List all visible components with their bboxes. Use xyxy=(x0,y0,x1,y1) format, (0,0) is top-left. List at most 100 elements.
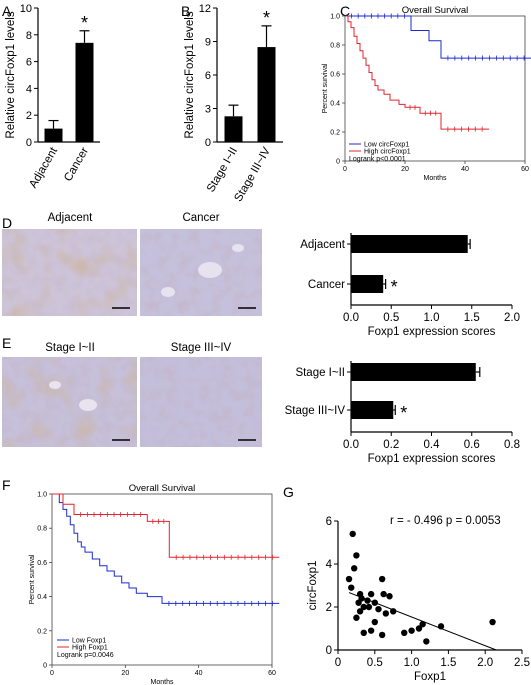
x-tick-label: 0.6 xyxy=(464,439,480,451)
chart-e-hbar: 0.0 0.2 0.4 0.6 0.8 Foxp1 expression scores St… xyxy=(285,361,520,465)
y-tick-label: 0 xyxy=(326,645,332,657)
logrank-annotation: Logrank p<0.0001 xyxy=(349,156,406,163)
y-tick-label: 0.2 xyxy=(330,130,340,137)
y-tick-label: 8 xyxy=(26,30,32,42)
bar-adjacent xyxy=(351,235,468,253)
scatter-point xyxy=(360,629,367,636)
scatter-point xyxy=(355,599,362,606)
scatter-point xyxy=(419,621,426,628)
bar-adjacent xyxy=(44,128,63,142)
scatter-point xyxy=(408,627,415,634)
scatter-point xyxy=(356,608,364,615)
y-tick-label: 1.0 xyxy=(330,14,340,21)
x-axis-label: Foxp1 expression scores xyxy=(368,453,496,465)
bar-stage-iii-iv xyxy=(351,401,394,419)
scatter-point xyxy=(345,575,353,583)
y-axis-label: Percent survival xyxy=(322,63,329,113)
x-tick-label: 1.5 xyxy=(440,657,456,669)
panel-label-f: F xyxy=(2,477,11,493)
y-tick-label: 0 xyxy=(336,159,340,166)
chart-g-scatter: 0 2 4 6 0 0.5 1.0 1.5 2.0 2.5 Foxp1 circFoxp1 r = - … xyxy=(307,515,530,683)
bar-cancer xyxy=(351,275,384,293)
panel-label-a: A xyxy=(2,3,12,19)
y-tick-label: 6 xyxy=(326,516,332,528)
y-axis-label: Relative circFoxp1 levels xyxy=(184,11,196,138)
scatter-point xyxy=(380,590,387,598)
gland-lumen xyxy=(49,381,61,389)
scatter-point xyxy=(365,603,373,611)
scatter-point xyxy=(349,530,356,538)
chart-title: Overall Survival xyxy=(129,483,196,494)
x-tick-label: Cancer xyxy=(62,145,91,183)
y-tick-label: 0.8 xyxy=(330,43,340,50)
y-tick-label: Adjacent xyxy=(300,239,346,251)
x-tick-label: 20 xyxy=(121,670,129,677)
x-axis-label: Foxp1 expression scores xyxy=(368,326,496,338)
y-axis-label: Relative circFoxp1 levels xyxy=(5,11,17,138)
x-tick-label: 20 xyxy=(401,166,409,173)
bar-stage-i-ii xyxy=(351,363,476,381)
panel-label-b: B xyxy=(181,3,190,19)
gland-lumen xyxy=(79,399,97,411)
y-tick-label: 0 xyxy=(43,663,47,670)
y-tick-label: 0.6 xyxy=(37,560,47,567)
histology-stage-iii-iv-image xyxy=(140,357,262,447)
x-tick-label: 2.0 xyxy=(504,312,520,324)
legend-label: High Foxp1 xyxy=(72,645,108,652)
legend-label: Low circFoxp1 xyxy=(364,142,409,149)
survival-curve-low xyxy=(52,493,280,604)
scatter-point xyxy=(489,618,496,626)
y-tick-label: 4 xyxy=(326,559,333,571)
x-tick-label: 0 xyxy=(343,166,347,173)
y-tick-label: 3 xyxy=(205,104,211,116)
x-tick-label: 2.5 xyxy=(514,657,530,669)
scatter-point xyxy=(367,627,375,634)
scatter-point xyxy=(375,605,382,613)
y-tick-label: 10 xyxy=(20,3,32,15)
histology-stage-iii-iv-title: Stage III~IV xyxy=(171,342,232,354)
x-tick-label: 2.0 xyxy=(477,657,493,669)
y-tick-label: 0.4 xyxy=(37,594,47,601)
x-axis-label: Months xyxy=(424,175,447,182)
gland-lumen xyxy=(232,244,244,252)
scatter-point xyxy=(364,597,371,604)
plot-frame xyxy=(344,15,526,162)
x-tick-label: 0.8 xyxy=(504,439,520,451)
y-axis-label: Percent survival xyxy=(29,554,36,604)
y-tick-label: 0.8 xyxy=(37,526,47,533)
histology-stage-i-ii-image xyxy=(2,357,137,447)
chart-title: Overall Survival xyxy=(402,5,469,16)
y-tick-label: 6 xyxy=(26,57,32,69)
x-tick-label: 1.0 xyxy=(404,657,420,669)
y-tick-label: 1.0 xyxy=(37,492,47,499)
scatter-point xyxy=(350,565,358,572)
x-tick-label: 1.0 xyxy=(424,312,440,324)
significance-mark: * xyxy=(400,403,407,423)
scatter-point xyxy=(382,610,390,617)
y-tick-label: 0.6 xyxy=(330,72,340,79)
y-tick-label: Stage I~II xyxy=(295,367,345,379)
x-tick-label: 0 xyxy=(335,657,341,669)
bar-stage-iii-iv xyxy=(257,47,276,143)
x-tick-label: Stage I~II xyxy=(205,146,240,195)
x-tick-label: 60 xyxy=(521,166,529,173)
histology-stage-i-ii-title: Stage I~II xyxy=(45,342,95,354)
y-tick-label: Stage III~IV xyxy=(285,405,346,417)
x-tick-label: 0.0 xyxy=(343,439,359,451)
scatter-point xyxy=(390,608,397,615)
panel-label-d: D xyxy=(2,215,12,231)
scatter-point xyxy=(353,552,360,559)
x-tick-label: 40 xyxy=(195,670,203,677)
scatter-point xyxy=(378,575,386,583)
y-tick-label: 9 xyxy=(205,37,211,49)
panel-label-e: E xyxy=(2,335,11,351)
x-tick-label: 1.5 xyxy=(464,312,480,324)
x-tick-label: 0.0 xyxy=(343,312,359,324)
scatter-point xyxy=(437,623,445,630)
gland-lumen xyxy=(198,262,222,278)
survival-curve-high xyxy=(52,493,280,558)
x-axis-label: Foxp1 xyxy=(414,671,446,683)
